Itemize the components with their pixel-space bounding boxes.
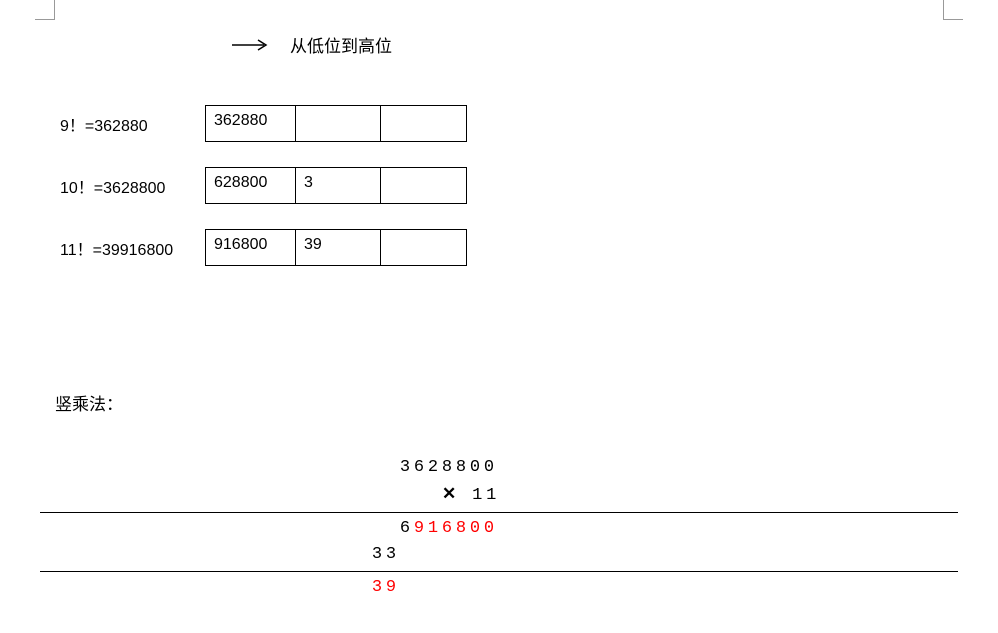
cell: 628800 xyxy=(206,168,296,203)
header-text: 从低位到高位 xyxy=(290,32,392,57)
vertical-multiplication-label: 竖乘法： xyxy=(55,390,123,415)
factorial-cells-2: 916800 39 xyxy=(205,229,467,266)
page-corner-top-left xyxy=(35,0,55,20)
factorial-row-1: 10！=3628800 628800 3 xyxy=(60,167,467,204)
mult-partial-1: 6916800 xyxy=(40,516,958,542)
factorial-cells-1: 628800 3 xyxy=(205,167,467,204)
cell xyxy=(381,230,466,265)
factorial-row-0: 9！=362880 362880 xyxy=(60,105,467,142)
cell xyxy=(296,106,381,141)
cell: 39 xyxy=(296,230,381,265)
factorial-section: 9！=362880 362880 10！=3628800 628800 3 11… xyxy=(60,105,467,291)
mult-multiplier: ✕11 xyxy=(40,481,958,509)
header-row: 从低位到高位 xyxy=(230,32,392,57)
factorial-label-1: 10！=3628800 xyxy=(60,174,205,198)
mult-multiplicand: 3628800 xyxy=(40,455,958,481)
factorial-row-2: 11！=39916800 916800 39 xyxy=(60,229,467,266)
mult-rule-1 xyxy=(40,512,958,513)
arrow-right-icon xyxy=(230,38,270,52)
cell xyxy=(381,106,466,141)
cell: 916800 xyxy=(206,230,296,265)
cell xyxy=(381,168,466,203)
factorial-label-2: 11！=39916800 xyxy=(60,236,205,260)
multiply-icon: ✕ xyxy=(442,484,456,503)
page-corner-top-right xyxy=(943,0,963,20)
factorial-label-0: 9！=362880 xyxy=(60,112,205,136)
cell: 362880 xyxy=(206,106,296,141)
factorial-cells-0: 362880 xyxy=(205,105,467,142)
mult-rule-2 xyxy=(40,571,958,572)
multiplication-area: 3628800 ✕11 6916800 33 39 xyxy=(40,455,958,601)
cell: 3 xyxy=(296,168,381,203)
mult-partial-2: 33 xyxy=(40,542,958,568)
mult-result: 39 xyxy=(40,575,958,601)
